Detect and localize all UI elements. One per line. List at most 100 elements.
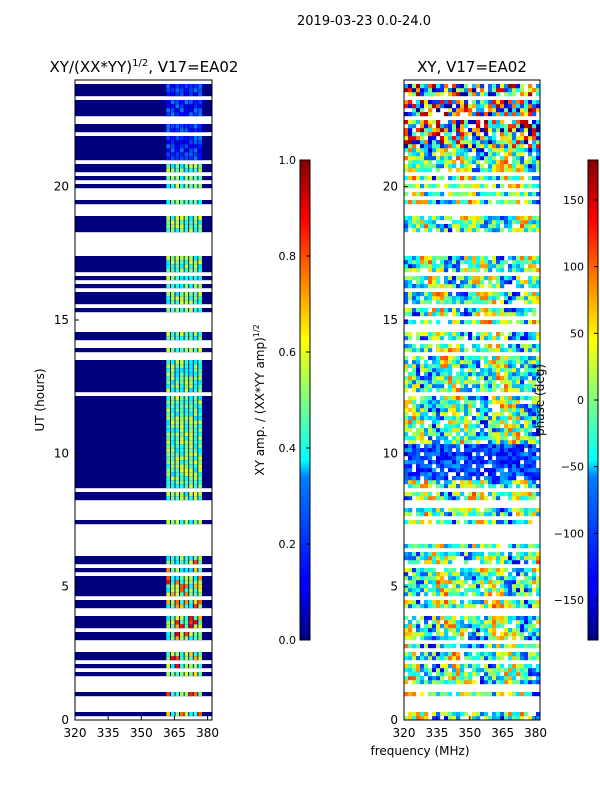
phase-cell <box>464 356 469 361</box>
phase-cell <box>432 444 437 449</box>
phase-cell <box>404 588 409 593</box>
phase-cell <box>500 592 505 597</box>
amp-cell <box>170 140 175 145</box>
phase-cell <box>472 296 477 301</box>
phase-cell <box>468 604 473 609</box>
phase-cell <box>404 468 409 473</box>
phase-cell <box>492 108 497 113</box>
phase-cell <box>456 132 461 137</box>
amp-cell <box>198 100 202 105</box>
phase-cell <box>456 436 461 441</box>
phase-cell <box>492 228 497 233</box>
amp-cell <box>166 256 170 261</box>
phase-cell <box>412 568 417 573</box>
phase-cell <box>436 164 441 169</box>
phase-cell <box>412 448 417 453</box>
phase-cell <box>500 676 505 681</box>
phase-cell <box>444 200 449 205</box>
phase-cell <box>484 656 489 661</box>
amp-cell <box>189 368 193 373</box>
phase-cell <box>436 672 441 677</box>
phase-cell <box>516 508 521 513</box>
phase-cell <box>500 308 505 313</box>
phase-cell <box>448 600 453 605</box>
phase-cell <box>464 296 469 301</box>
amp-cell <box>193 420 198 425</box>
phase-cell <box>508 152 513 157</box>
phase-cell <box>520 192 525 197</box>
phase-cell <box>424 348 429 353</box>
phase-cell <box>504 400 509 405</box>
amp-cell <box>193 496 198 501</box>
amp-cell <box>193 264 198 269</box>
phase-cell <box>516 384 521 389</box>
phase-cell <box>500 276 505 281</box>
phase-cell <box>436 424 441 429</box>
phase-cell <box>496 580 501 585</box>
phase-cell <box>500 432 505 437</box>
phase-cell <box>524 344 529 349</box>
phase-cell <box>412 176 417 181</box>
amp-cell <box>166 92 170 97</box>
phase-cell <box>520 464 525 469</box>
phase-cell <box>488 444 493 449</box>
phase-cell <box>524 556 529 561</box>
phase-cell <box>404 368 409 373</box>
phase-cell <box>420 436 425 441</box>
phase-cell <box>456 448 461 453</box>
phase-cell <box>420 132 425 137</box>
amp-cell <box>180 560 184 565</box>
amp-cell <box>180 616 184 621</box>
phase-cell <box>516 444 521 449</box>
phase-cell <box>440 284 445 289</box>
phase-cell <box>508 408 513 413</box>
phase-cell <box>528 148 533 153</box>
amp-cell <box>170 480 175 485</box>
phase-cell <box>504 436 509 441</box>
phase-cell <box>480 216 485 221</box>
phase-cell <box>528 344 533 349</box>
phase-cell <box>424 336 429 341</box>
phase-cell <box>432 636 437 641</box>
phase-cell <box>408 620 413 625</box>
phase-cell <box>452 568 457 573</box>
phase-cell <box>432 712 437 717</box>
phase-cell <box>484 444 489 449</box>
phase-cell <box>428 140 433 145</box>
phase-cell <box>536 544 541 549</box>
phase-cell <box>472 356 477 361</box>
phase-cell <box>500 320 505 325</box>
amp-cell <box>166 220 170 225</box>
phase-cell <box>448 644 453 649</box>
phase-cell <box>432 276 437 281</box>
phase-cell <box>412 384 417 389</box>
phase-cell <box>428 292 433 297</box>
phase-cell <box>480 628 485 633</box>
amp-cell <box>180 476 184 481</box>
amp-cell <box>180 480 184 485</box>
phase-cell <box>420 484 425 489</box>
phase-cell <box>532 200 537 205</box>
phase-cell <box>512 112 517 117</box>
phase-cell <box>456 264 461 269</box>
phase-cell <box>444 148 449 153</box>
phase-cell <box>476 656 481 661</box>
phase-cell <box>456 576 461 581</box>
amp-cell <box>180 260 184 265</box>
phase-cell <box>452 464 457 469</box>
phase-cell <box>404 460 409 465</box>
phase-cell <box>508 404 513 409</box>
phase-cell <box>432 652 437 657</box>
phase-cell <box>444 364 449 369</box>
phase-cell <box>448 132 453 137</box>
amp-cell <box>193 376 198 381</box>
phase-cell <box>524 412 529 417</box>
phase-cell <box>488 348 493 353</box>
phase-cell <box>436 472 441 477</box>
phase-cell <box>524 128 529 133</box>
phase-cell <box>408 336 413 341</box>
phase-cell <box>448 556 453 561</box>
phase-cell <box>524 192 529 197</box>
amp-cell <box>180 624 184 629</box>
phase-cell <box>488 576 493 581</box>
